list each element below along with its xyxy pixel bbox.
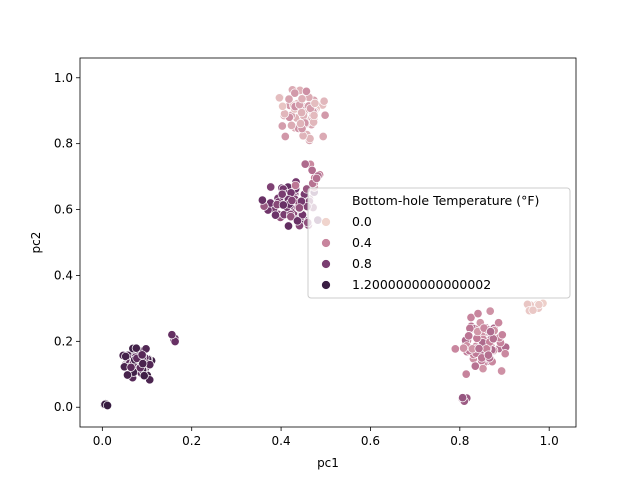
axes-layer: 0.0 0.2 0.4 0.6 0.8 1.0 0.0 0.2 0.4 0.6 0.8 1.0: [54, 71, 559, 448]
y-tick-label: 0.6: [54, 203, 73, 217]
legend-entry-label: 0.4: [352, 235, 372, 250]
scatter-point: [474, 344, 484, 354]
scatter-point: [266, 182, 276, 192]
scatter-point: [286, 212, 296, 222]
scatter-point: [297, 108, 307, 118]
scatter-point: [534, 300, 544, 310]
scatter-point: [312, 173, 322, 183]
scatter-point: [494, 318, 504, 328]
scatter-point: [131, 343, 141, 353]
x-tick-label: 0.0: [93, 434, 112, 448]
x-axis-label: pc1: [317, 456, 339, 470]
scatter-point: [284, 94, 294, 104]
y-tick-label: 1.0: [54, 71, 73, 85]
y-axis-label: pc2: [29, 232, 43, 254]
scatter-point: [310, 98, 320, 108]
scatter-point: [459, 343, 469, 353]
scatter-point: [500, 349, 510, 359]
scatter-point: [283, 221, 294, 231]
scatter-point: [138, 359, 148, 369]
scatter-point: [320, 110, 330, 120]
scatter-point: [296, 119, 306, 129]
scatter-point: [470, 361, 480, 371]
legend-entry-label: 0.8: [352, 256, 372, 271]
plot-frame: [79, 57, 577, 428]
legend-marker: [321, 238, 331, 248]
scatter-point: [450, 344, 460, 354]
scatter-point: [122, 370, 133, 380]
scatter-point: [294, 203, 304, 213]
scatter-point: [497, 366, 507, 376]
scatter-point: [473, 309, 483, 319]
legend-box: [307, 187, 571, 299]
legend-marker: [321, 280, 331, 290]
legend-title: Bottom-hole Temperature (°F): [352, 193, 539, 208]
scatter-point: [307, 165, 317, 175]
scatter-point: [137, 350, 147, 360]
y-tick-label: 0.8: [54, 137, 73, 151]
points-layer: [99, 85, 548, 411]
legend-entry-label: 0.0: [352, 214, 372, 229]
legend-items: 0.0 0.4 0.8 1.2000000000000002: [321, 214, 491, 292]
legend-marker: [321, 259, 331, 269]
scatter-point: [280, 109, 290, 119]
legend-entry-label: 1.2000000000000002: [352, 277, 491, 292]
scatter-point: [528, 305, 538, 315]
scatter-point: [286, 120, 297, 130]
scatter-point: [290, 180, 301, 190]
scatter-point: [126, 362, 136, 372]
scatter-point: [257, 195, 267, 205]
y-tick-label: 0.0: [54, 400, 73, 414]
scatter-point: [278, 101, 288, 111]
scatter-point: [319, 96, 329, 106]
scatter-point: [290, 88, 300, 98]
x-tick-label: 0.8: [450, 434, 469, 448]
x-tick-label: 0.4: [272, 434, 291, 448]
x-tick-label: 0.2: [182, 434, 201, 448]
scatter-point: [486, 327, 496, 337]
scatter-point: [297, 94, 307, 104]
scatter-point: [139, 371, 149, 381]
scatter-point: [300, 159, 310, 169]
scatter-point: [485, 306, 495, 316]
scatter-point: [466, 312, 476, 323]
scatter-point: [274, 93, 284, 103]
scatter-point: [478, 364, 488, 374]
scatter-point: [464, 331, 474, 341]
scatter-point: [309, 110, 319, 121]
x-tick-label: 1.0: [540, 434, 559, 448]
scatter-point: [102, 400, 113, 411]
scatter-point: [277, 121, 287, 131]
x-tick-label: 0.6: [361, 434, 380, 448]
y-tick-label: 0.2: [54, 334, 73, 348]
legend-marker: [321, 217, 331, 227]
legend: Bottom-hole Temperature (°F) 0.0 0.4 0.8 1.…: [307, 187, 571, 299]
scatter-point: [461, 369, 471, 379]
scatter-point: [318, 131, 328, 142]
scatter-point: [301, 86, 311, 96]
scatter-point: [270, 210, 281, 220]
scatter-point: [292, 216, 303, 226]
scatter-point: [167, 330, 177, 340]
scatter-point: [483, 350, 493, 360]
scatter-point: [458, 393, 468, 403]
scatter-point: [497, 330, 507, 340]
scatter-point: [287, 195, 297, 206]
y-tick-label: 0.4: [54, 268, 73, 282]
scatter-point: [280, 131, 290, 142]
scatter-point: [278, 200, 288, 210]
scatter-point: [277, 189, 287, 199]
